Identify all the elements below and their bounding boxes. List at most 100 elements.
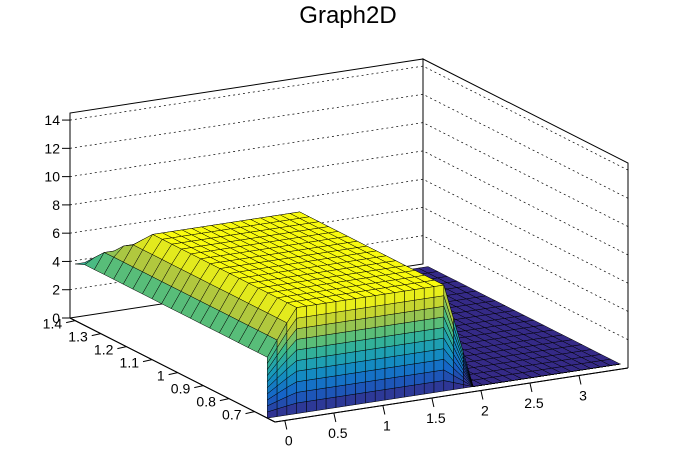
surface-front-cell [404, 331, 415, 345]
surface-front-cell [335, 342, 347, 355]
surface-front-cell [306, 325, 317, 339]
surface-front-cell [384, 377, 396, 390]
surface-front-cell [345, 340, 356, 354]
surface-front-cell [296, 305, 307, 319]
y-tick-mark-4 [142, 359, 153, 363]
surface-front-cell [316, 387, 327, 401]
surface-front-cell [345, 361, 356, 375]
surface-front-cell [335, 299, 347, 313]
surface-front-cell [316, 313, 327, 327]
surface-front-cell [355, 328, 366, 342]
surface-front-cell [374, 315, 386, 328]
surface-front-cell [433, 380, 445, 393]
surface-front-cell [384, 366, 396, 380]
surface-front-cell [423, 360, 435, 374]
surface-front-cell [335, 384, 347, 398]
grid-line-z-7 [69, 65, 629, 171]
surface-front-cell [306, 389, 317, 402]
surface-mesh [75, 211, 622, 419]
surface-front-cell [355, 360, 366, 374]
surface-front-cell [355, 349, 366, 363]
surface-front-cell [296, 380, 307, 393]
y-tick-label-7: 1.4 [43, 316, 63, 332]
surface-front-cell [463, 352, 474, 387]
surface-front-cell [423, 286, 435, 299]
z-tick-label-2: 4 [52, 253, 60, 269]
surface-front-cell [433, 295, 445, 309]
surface-front-cell [394, 312, 405, 325]
surface-front-cell [306, 336, 317, 349]
surface-front-cell [355, 381, 366, 395]
surface-front-cell [306, 378, 317, 392]
surface-front-cell [394, 290, 405, 304]
surface-front-cell [325, 364, 337, 378]
surface-front-cell [384, 324, 396, 337]
surface-front-cell [316, 334, 327, 348]
surface-front-cell [394, 375, 405, 389]
surface-front-cell [355, 296, 366, 310]
surface-front-cell [316, 366, 327, 380]
z-tick-label-4: 8 [52, 197, 60, 213]
surface-front-cell [325, 396, 337, 410]
surface-front-cell [296, 390, 307, 404]
surface-front-cell [325, 333, 337, 346]
surface-front-cell [306, 304, 317, 317]
surface-front-cell [423, 307, 435, 321]
surface-front-cell [433, 337, 445, 351]
y-tick-label-6: 1.3 [68, 329, 88, 345]
surface-front-cell [374, 325, 386, 339]
surface-front-cell [316, 302, 327, 316]
surface-front-cell [404, 352, 415, 366]
z-tick-label-5: 10 [44, 169, 60, 185]
surface-front-cell [433, 359, 445, 372]
surface-front-cell [404, 363, 415, 377]
surface-front-cell [355, 371, 366, 384]
surface-front-cell [345, 351, 356, 364]
y-tick-label-1: 0.8 [196, 394, 216, 410]
surface-front-cell [325, 386, 337, 399]
surface-front-cell [394, 301, 405, 315]
surface-front-cell [365, 305, 376, 319]
surface-front-cell [384, 387, 396, 401]
surface-front-cell [423, 296, 435, 310]
surface-front-cell [423, 371, 435, 384]
x-tick-mark-0 [284, 420, 288, 430]
surface-front-cell [325, 354, 337, 367]
surface-front-cell [414, 287, 425, 301]
surface-front-cell [365, 316, 376, 330]
surface-front-cell [335, 352, 347, 366]
surface-front-cell [335, 374, 347, 387]
back-wall-x-max [422, 58, 629, 368]
surface-front-cell [374, 336, 386, 349]
surface-front-cell [374, 357, 386, 371]
surface-front-cell [335, 310, 347, 324]
surface-front-cell [335, 395, 347, 408]
surface-front-cell [423, 318, 435, 331]
surface-front-cell [365, 358, 376, 372]
y-tick-mark-7 [66, 320, 76, 324]
surface-front-cell [306, 399, 317, 413]
z-tick-label-6: 12 [44, 140, 60, 156]
x-tick-label-6: 3 [579, 388, 587, 404]
surface-front-cell [414, 362, 425, 375]
y-tick-mark-2 [194, 385, 204, 389]
surface-front-cell [345, 372, 356, 386]
surface-front-cell [414, 383, 425, 396]
x-tick-label-4: 2 [481, 403, 489, 419]
surface-front-cell [296, 369, 307, 383]
surface-front-cell [384, 334, 396, 348]
grid-lines [69, 65, 629, 341]
surface-front-cell [316, 398, 327, 411]
surface-front-cell [394, 333, 405, 346]
surface-front-cell [384, 313, 396, 327]
surface-front-cell [306, 367, 317, 381]
surface-front-cell [433, 348, 445, 362]
surface-front-cell [374, 304, 386, 318]
grid-line-z-1 [69, 235, 629, 341]
surface-front-cell [296, 401, 307, 414]
surface-front-cell [325, 311, 337, 325]
surface-front-cell [394, 343, 405, 357]
surface-front-cell [325, 322, 337, 336]
surface-front-cell [394, 354, 405, 368]
